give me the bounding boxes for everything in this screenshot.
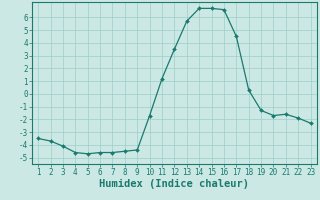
X-axis label: Humidex (Indice chaleur): Humidex (Indice chaleur) [100, 179, 249, 189]
